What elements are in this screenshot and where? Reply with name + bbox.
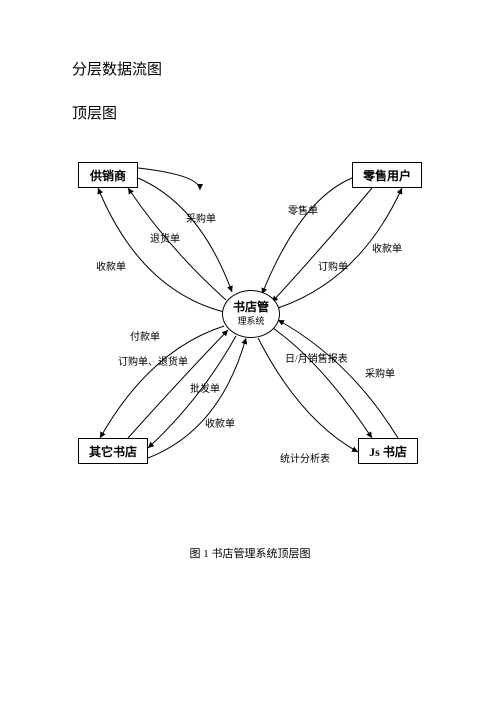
node-jsstore: Js 书店: [358, 438, 418, 464]
figure-caption: 图 1 书店管理系统顶层图: [0, 545, 500, 561]
edge-label-4: 零售单: [288, 202, 318, 217]
edge-label-0: 采购单: [186, 210, 216, 225]
edge-label-8: 订购单、退货单: [118, 353, 188, 368]
edge-label-5: 订购单: [318, 258, 348, 273]
edge-label-9: 批发单: [190, 380, 220, 395]
edge-label-12: 采购单: [365, 365, 395, 380]
node-center: 书店管理系统: [222, 290, 280, 338]
edge-4: [262, 178, 352, 294]
node-supplier: 供销商: [78, 162, 138, 188]
edge-label-2: 收款单: [96, 258, 126, 273]
edge-label-7: 付款单: [130, 328, 160, 343]
edge-label-6: 收款单: [372, 240, 402, 255]
edge-label-10: 收款单: [205, 415, 235, 430]
edge-2: [98, 188, 224, 312]
edge-label-1: 退货单: [150, 230, 180, 245]
page-root: 分层数据流图 顶层图 供销商零售用户其它书店Js 书店书店管理系统 采购单退货单…: [0, 0, 500, 707]
heading-layered-dfd: 分层数据流图: [72, 58, 162, 79]
node-retail: 零售用户: [352, 162, 422, 188]
edge-label-13: 统计分析表: [280, 450, 330, 465]
edge-label-11: 日/月销售报表: [285, 350, 348, 365]
node-otherstore: 其它书店: [78, 438, 148, 464]
edge-11: [270, 326, 372, 438]
edge-3: [138, 168, 200, 190]
heading-top-level: 顶层图: [72, 102, 117, 123]
edge-5: [272, 188, 372, 302]
